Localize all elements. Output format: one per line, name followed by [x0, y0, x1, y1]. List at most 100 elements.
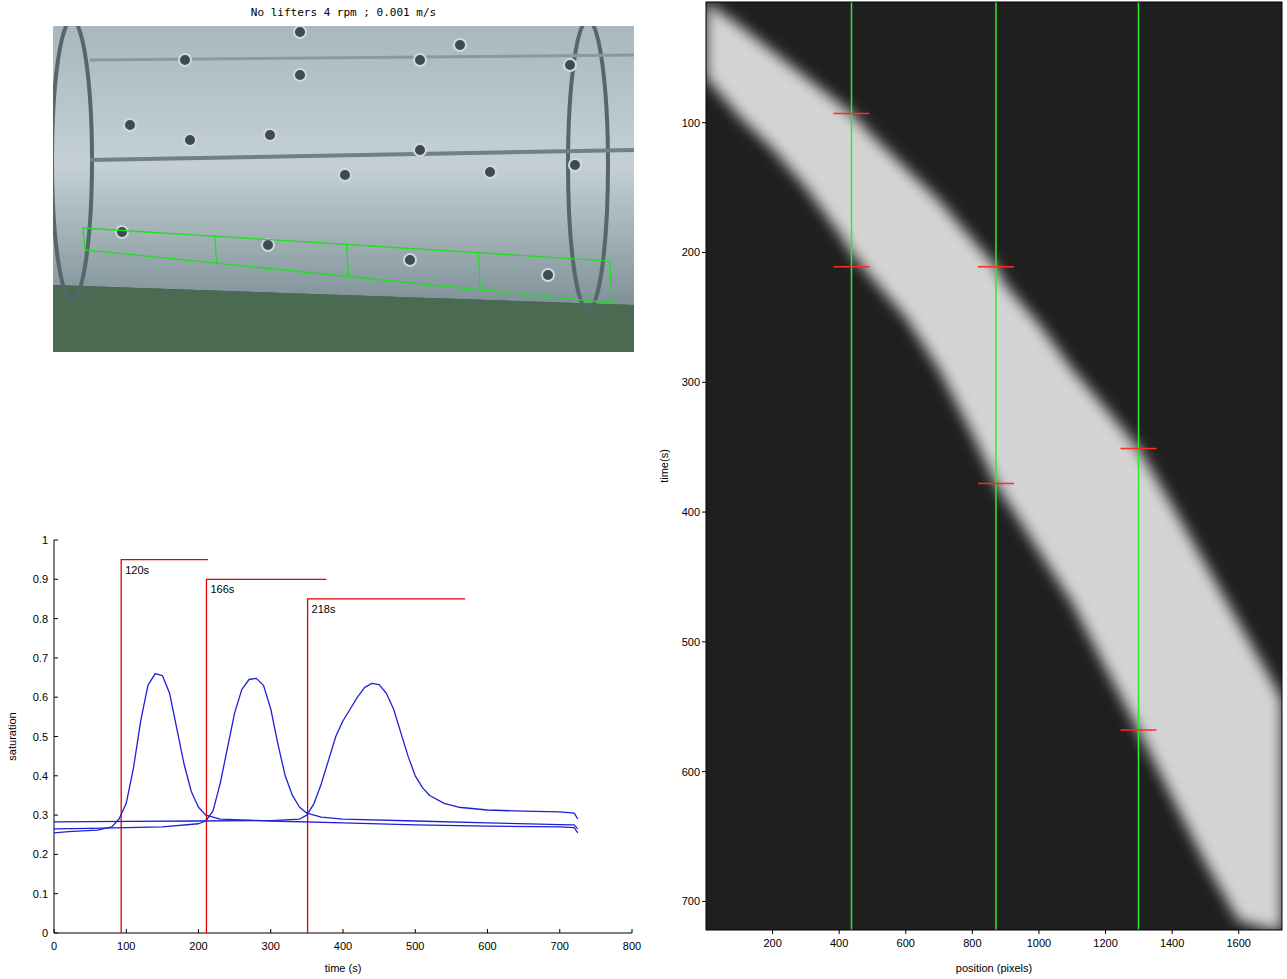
x-tick: [198, 929, 199, 933]
x-tick-label: 800: [963, 937, 981, 949]
bolt: [179, 54, 191, 66]
photo-title: No lifters 4 rpm ; 0.001 m/s: [251, 6, 436, 19]
bolt: [404, 254, 416, 266]
x-tick: [972, 930, 973, 934]
bolt: [294, 26, 306, 38]
bright-band: [706, 2, 1282, 930]
y-tick: [702, 771, 706, 772]
y-tick: [54, 854, 58, 855]
line-axes: 010020030040050060070080000.10.20.30.40.…: [33, 534, 641, 952]
bolt: [294, 69, 306, 81]
y-tick: [702, 252, 706, 253]
bolt: [414, 54, 426, 66]
bracket: [206, 579, 326, 933]
probe-line: [995, 2, 997, 930]
x-tick-label: 600: [897, 937, 915, 949]
saturation-line: [54, 678, 578, 829]
y-tick-label: 1: [42, 534, 48, 546]
plot-frame: [706, 2, 1282, 930]
bracket-label: 218s: [312, 603, 336, 615]
y-tick: [54, 618, 58, 619]
x-tick-label: 200: [763, 937, 781, 949]
x-tick: [905, 930, 906, 934]
x-tick: [772, 930, 773, 934]
roi-divider: [478, 253, 480, 290]
x-tick: [1172, 930, 1173, 934]
band-data: [706, 2, 1282, 930]
photo-ground: [53, 26, 634, 352]
roi-divider: [215, 236, 217, 263]
y-tick-label: 400: [682, 506, 700, 518]
bolt: [542, 269, 554, 281]
threshold-mark: [1120, 729, 1156, 731]
y-tick: [702, 512, 706, 513]
bolt: [339, 169, 351, 181]
x-tick-label: 700: [551, 940, 569, 952]
bolt: [484, 166, 496, 178]
x-tick: [1038, 930, 1039, 934]
y-tick: [54, 933, 58, 934]
x-tick: [559, 929, 560, 933]
x-tick: [1105, 930, 1106, 934]
y-tick-label: 300: [682, 376, 700, 388]
roi-divider: [347, 245, 349, 277]
x-tick: [1238, 930, 1239, 934]
y-tick: [54, 579, 58, 580]
ring: [53, 26, 92, 300]
y-tick-label: 0.1: [33, 888, 48, 900]
y-tick: [702, 901, 706, 902]
x-tick: [54, 929, 55, 933]
y-tick-label: 0.8: [33, 613, 48, 625]
photo: [53, 26, 634, 352]
plot-background: [706, 2, 1282, 930]
x-axis-title: position (pixels): [956, 962, 1032, 974]
y-tick: [54, 657, 58, 658]
threshold-mark: [1120, 448, 1156, 450]
band-axes: 2004006008001000120014001600100200300400…: [682, 2, 1282, 949]
y-tick: [54, 775, 58, 776]
saturation-line: [54, 683, 578, 821]
y-tick-label: 0.5: [33, 731, 48, 743]
saturation-line: [54, 674, 578, 833]
x-tick-label: 800: [623, 940, 641, 952]
x-tick-label: 1200: [1093, 937, 1117, 949]
y-axis-title: saturation: [6, 712, 18, 760]
y-tick: [54, 697, 58, 698]
x-tick: [343, 929, 344, 933]
rod: [90, 150, 634, 160]
x-tick: [415, 929, 416, 933]
x-tick-label: 400: [334, 940, 352, 952]
probe-line: [1138, 2, 1140, 930]
y-tick-label: 0.4: [33, 770, 48, 782]
x-tick: [270, 929, 271, 933]
threshold-mark: [833, 266, 869, 268]
bolt: [116, 226, 128, 238]
x-tick: [632, 929, 633, 933]
x-tick-label: 0: [51, 940, 57, 952]
y-tick: [54, 893, 58, 894]
x-tick-label: 1000: [1027, 937, 1051, 949]
y-axis-title: time(s): [658, 449, 670, 483]
base: [53, 285, 634, 352]
x-tick-label: 400: [830, 937, 848, 949]
bolt: [564, 59, 576, 71]
bracket-label: 166s: [210, 583, 234, 595]
x-tick-label: 200: [189, 940, 207, 952]
y-tick: [54, 815, 58, 816]
bolt: [569, 159, 581, 171]
bolt: [414, 144, 426, 156]
bolt: [124, 119, 136, 131]
y-tick: [702, 122, 706, 123]
threshold-mark: [978, 483, 1014, 485]
probe-line: [851, 2, 853, 930]
y-tick-label: 0.9: [33, 573, 48, 585]
y-tick-label: 200: [682, 246, 700, 258]
x-axis-title: time (s): [325, 962, 362, 974]
x-tick-label: 1400: [1160, 937, 1184, 949]
y-tick-label: 700: [682, 895, 700, 907]
roi-box: [83, 228, 612, 303]
x-tick: [487, 929, 488, 933]
y-tick-label: 0.6: [33, 691, 48, 703]
rod: [90, 55, 634, 60]
x-tick-label: 600: [478, 940, 496, 952]
